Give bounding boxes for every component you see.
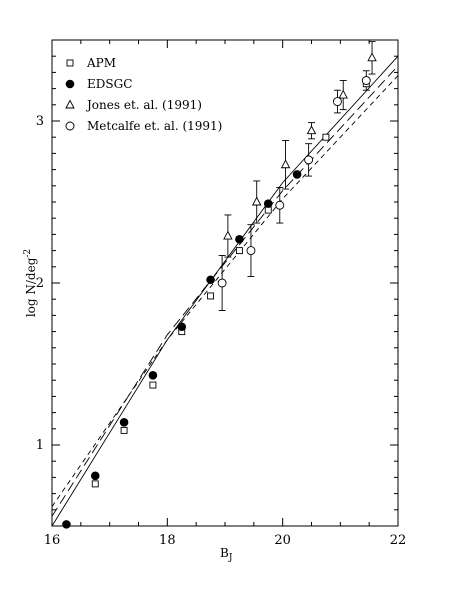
x-tick-label: 18: [159, 533, 176, 548]
circle-open-point: [361, 76, 371, 85]
x-tick-label: 22: [390, 533, 407, 548]
circle-filled-point: [62, 520, 71, 529]
axis-ticks: [51, 39, 399, 527]
model-lines: [51, 55, 399, 527]
square-open-point: [322, 133, 330, 141]
square-open-point: [207, 292, 215, 300]
circle-open-point: [246, 246, 256, 256]
square-open-point: [235, 247, 243, 255]
circle-filled-point: [177, 322, 187, 332]
circle-filled-point: [292, 170, 302, 179]
circle-open-point: [304, 155, 314, 165]
y-tick-label: 2: [36, 276, 44, 291]
model-line-short-dash: [51, 75, 399, 507]
legend-label: EDSGC: [87, 77, 132, 91]
legend-label: Metcalfe et. al. (1991): [87, 119, 222, 133]
y-tick-label: 3: [36, 114, 44, 129]
circle-open-point: [275, 200, 285, 210]
y-axis-title: log N/deg-2: [23, 249, 38, 317]
circle-filled-point: [235, 234, 244, 244]
y-axis-title-sup: -2: [23, 249, 33, 258]
square-open-point: [120, 426, 128, 434]
triangle-open-point: [338, 89, 348, 99]
legend-label: APM: [86, 56, 116, 70]
legend-marker-square-open: [66, 59, 74, 67]
legend-label: Jones et. al. (1991): [85, 98, 202, 112]
legend: APM EDSGC Jones et. al. (1991) Metcalfe et.…: [65, 56, 222, 133]
model-line-long-dash: [51, 65, 399, 517]
x-axis-title-main: B: [220, 546, 229, 560]
circle-filled-point: [119, 418, 129, 427]
model-line-solid: [51, 55, 399, 527]
x-tick-label: 16: [44, 533, 61, 548]
circle-open-point: [217, 278, 227, 288]
square-open-point: [91, 480, 99, 488]
circle-filled-point: [206, 275, 215, 285]
triangle-open-point: [251, 196, 262, 206]
circle-filled-point: [263, 199, 273, 208]
triangle-open-point: [367, 52, 377, 62]
circle-filled-point: [148, 371, 158, 380]
legend-marker-circle-open: [65, 121, 75, 131]
y-axis-title-main: log N/deg: [24, 257, 38, 317]
x-tick-label: 20: [274, 533, 291, 548]
y-tick-label: 1: [36, 438, 44, 453]
x-axis-title: BJ: [220, 546, 233, 563]
x-axis-title-sub: J: [228, 553, 233, 563]
legend-marker-circle-filled: [65, 79, 75, 89]
tick-labels: 16 18 20 22 1 2 3: [36, 114, 407, 548]
circle-filled-point: [90, 471, 100, 481]
data-markers: [62, 52, 377, 529]
legend-marker-triangle-open: [65, 99, 75, 109]
triangle-open-point: [223, 230, 233, 240]
triangle-open-point: [306, 125, 317, 135]
circle-open-point: [333, 97, 342, 107]
square-open-point: [264, 206, 272, 214]
triangle-open-point: [280, 159, 291, 169]
square-open-point: [149, 381, 157, 389]
